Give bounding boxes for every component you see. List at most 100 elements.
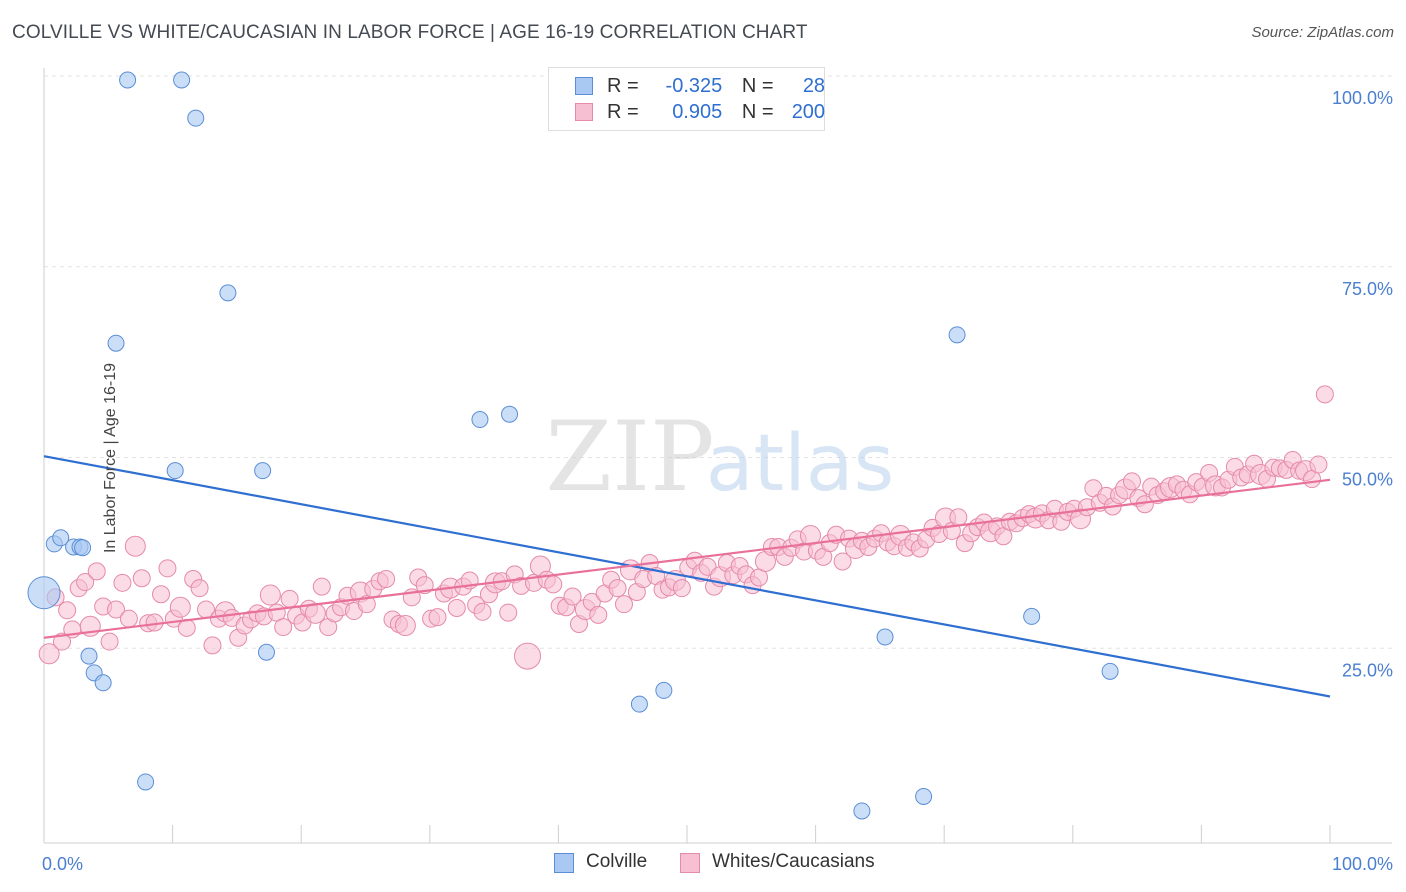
data-point	[876, 628, 894, 646]
data-point	[38, 643, 60, 665]
y-axis-label: In Labor Force | Age 16-19	[102, 362, 120, 554]
y-tick-label: 25.0%	[1342, 660, 1393, 680]
trend-lines	[43, 455, 1331, 698]
data-point	[27, 576, 61, 610]
data-point	[119, 609, 138, 628]
correlation-legend: R = -0.325 N = 28 R = 0.905 N = 200	[548, 67, 825, 131]
data-point	[152, 585, 171, 604]
data-point	[113, 573, 132, 592]
data-point	[655, 681, 673, 699]
data-point	[608, 579, 627, 598]
n-value: 200	[791, 101, 826, 123]
data-point	[1101, 662, 1119, 680]
source-label: Source: ZipAtlas.com	[1251, 24, 1394, 41]
watermark-zip: ZIP	[545, 401, 714, 513]
data-point	[672, 579, 691, 598]
data-point	[80, 647, 98, 665]
data-point	[274, 618, 293, 637]
data-point	[76, 573, 95, 592]
data-point	[394, 615, 416, 637]
data-point	[53, 632, 72, 651]
data-point	[948, 326, 966, 344]
data-point	[1309, 455, 1328, 474]
data-point	[219, 284, 237, 302]
data-point	[74, 539, 92, 557]
x-tick-label: 100.0%	[1332, 854, 1393, 874]
data-point	[158, 559, 177, 578]
data-point	[166, 462, 184, 480]
data-point	[1122, 472, 1141, 491]
axes	[43, 68, 1392, 844]
legend-label: Whites/Caucasians	[712, 851, 875, 872]
data-point	[514, 642, 542, 670]
chart-title: COLVILLE VS WHITE/CAUCASIAN IN LABOR FOR…	[12, 22, 808, 43]
data-point	[501, 405, 519, 423]
n-label: N =	[741, 101, 774, 123]
data-point	[58, 601, 77, 620]
r-label: R =	[607, 75, 639, 97]
data-point	[257, 643, 275, 661]
data-point	[52, 529, 70, 547]
data-point	[87, 562, 106, 581]
data-point	[190, 579, 209, 598]
data-point	[259, 584, 281, 606]
data-point	[100, 632, 119, 651]
data-point	[377, 570, 396, 589]
data-point	[544, 575, 563, 594]
series-colville	[27, 71, 1119, 820]
data-point	[169, 596, 191, 618]
data-point	[137, 773, 155, 791]
trend-line-colville	[43, 455, 1331, 698]
colville-swatch	[554, 853, 574, 873]
whites-swatch	[680, 853, 700, 873]
data-point	[853, 802, 871, 820]
data-point	[107, 334, 125, 352]
y-tick-label: 100.0%	[1332, 88, 1393, 108]
data-point	[614, 595, 633, 614]
y-tick-label: 75.0%	[1342, 279, 1393, 299]
legend-label: Colville	[586, 851, 648, 872]
data-point	[563, 587, 582, 606]
data-point	[428, 608, 447, 627]
data-point	[1023, 607, 1041, 625]
watermark-atlas: atlas	[706, 419, 895, 509]
n-value: 28	[802, 75, 826, 97]
data-point	[949, 508, 968, 527]
data-point	[589, 605, 608, 624]
r-label: R =	[607, 101, 639, 123]
data-point	[447, 598, 466, 617]
data-point	[280, 589, 299, 608]
data-point	[312, 577, 331, 596]
data-point	[254, 462, 272, 480]
data-point	[187, 109, 205, 127]
n-label: N =	[741, 75, 774, 97]
data-point	[173, 71, 191, 89]
data-point	[357, 595, 376, 614]
data-point	[471, 411, 489, 429]
series-legend: Colville Whites/Caucasians	[0, 850, 1406, 878]
data-point	[107, 600, 126, 619]
colville-swatch	[575, 77, 593, 95]
data-point	[915, 787, 933, 805]
series-whites-caucasians	[38, 385, 1334, 670]
data-point	[415, 576, 434, 595]
x-tick-label: 0.0%	[42, 854, 83, 874]
data-point	[132, 569, 151, 588]
watermark: ZIP atlas	[545, 401, 894, 513]
data-point	[124, 535, 146, 557]
trend-line-whites	[43, 478, 1331, 639]
r-value: -0.325	[665, 75, 723, 97]
data-point	[203, 636, 222, 655]
data-point	[630, 695, 648, 713]
tick-labels: 100.0% 75.0% 50.0% 25.0% 0.0% 100.0%	[42, 88, 1393, 874]
data-point	[499, 603, 518, 622]
r-value: 0.905	[672, 101, 723, 123]
data-point	[833, 552, 852, 571]
data-point	[119, 71, 137, 89]
y-tick-label: 50.0%	[1342, 470, 1393, 490]
data-point	[473, 602, 492, 621]
whites-swatch	[575, 103, 593, 121]
data-point	[94, 674, 112, 692]
data-point	[1315, 385, 1334, 404]
